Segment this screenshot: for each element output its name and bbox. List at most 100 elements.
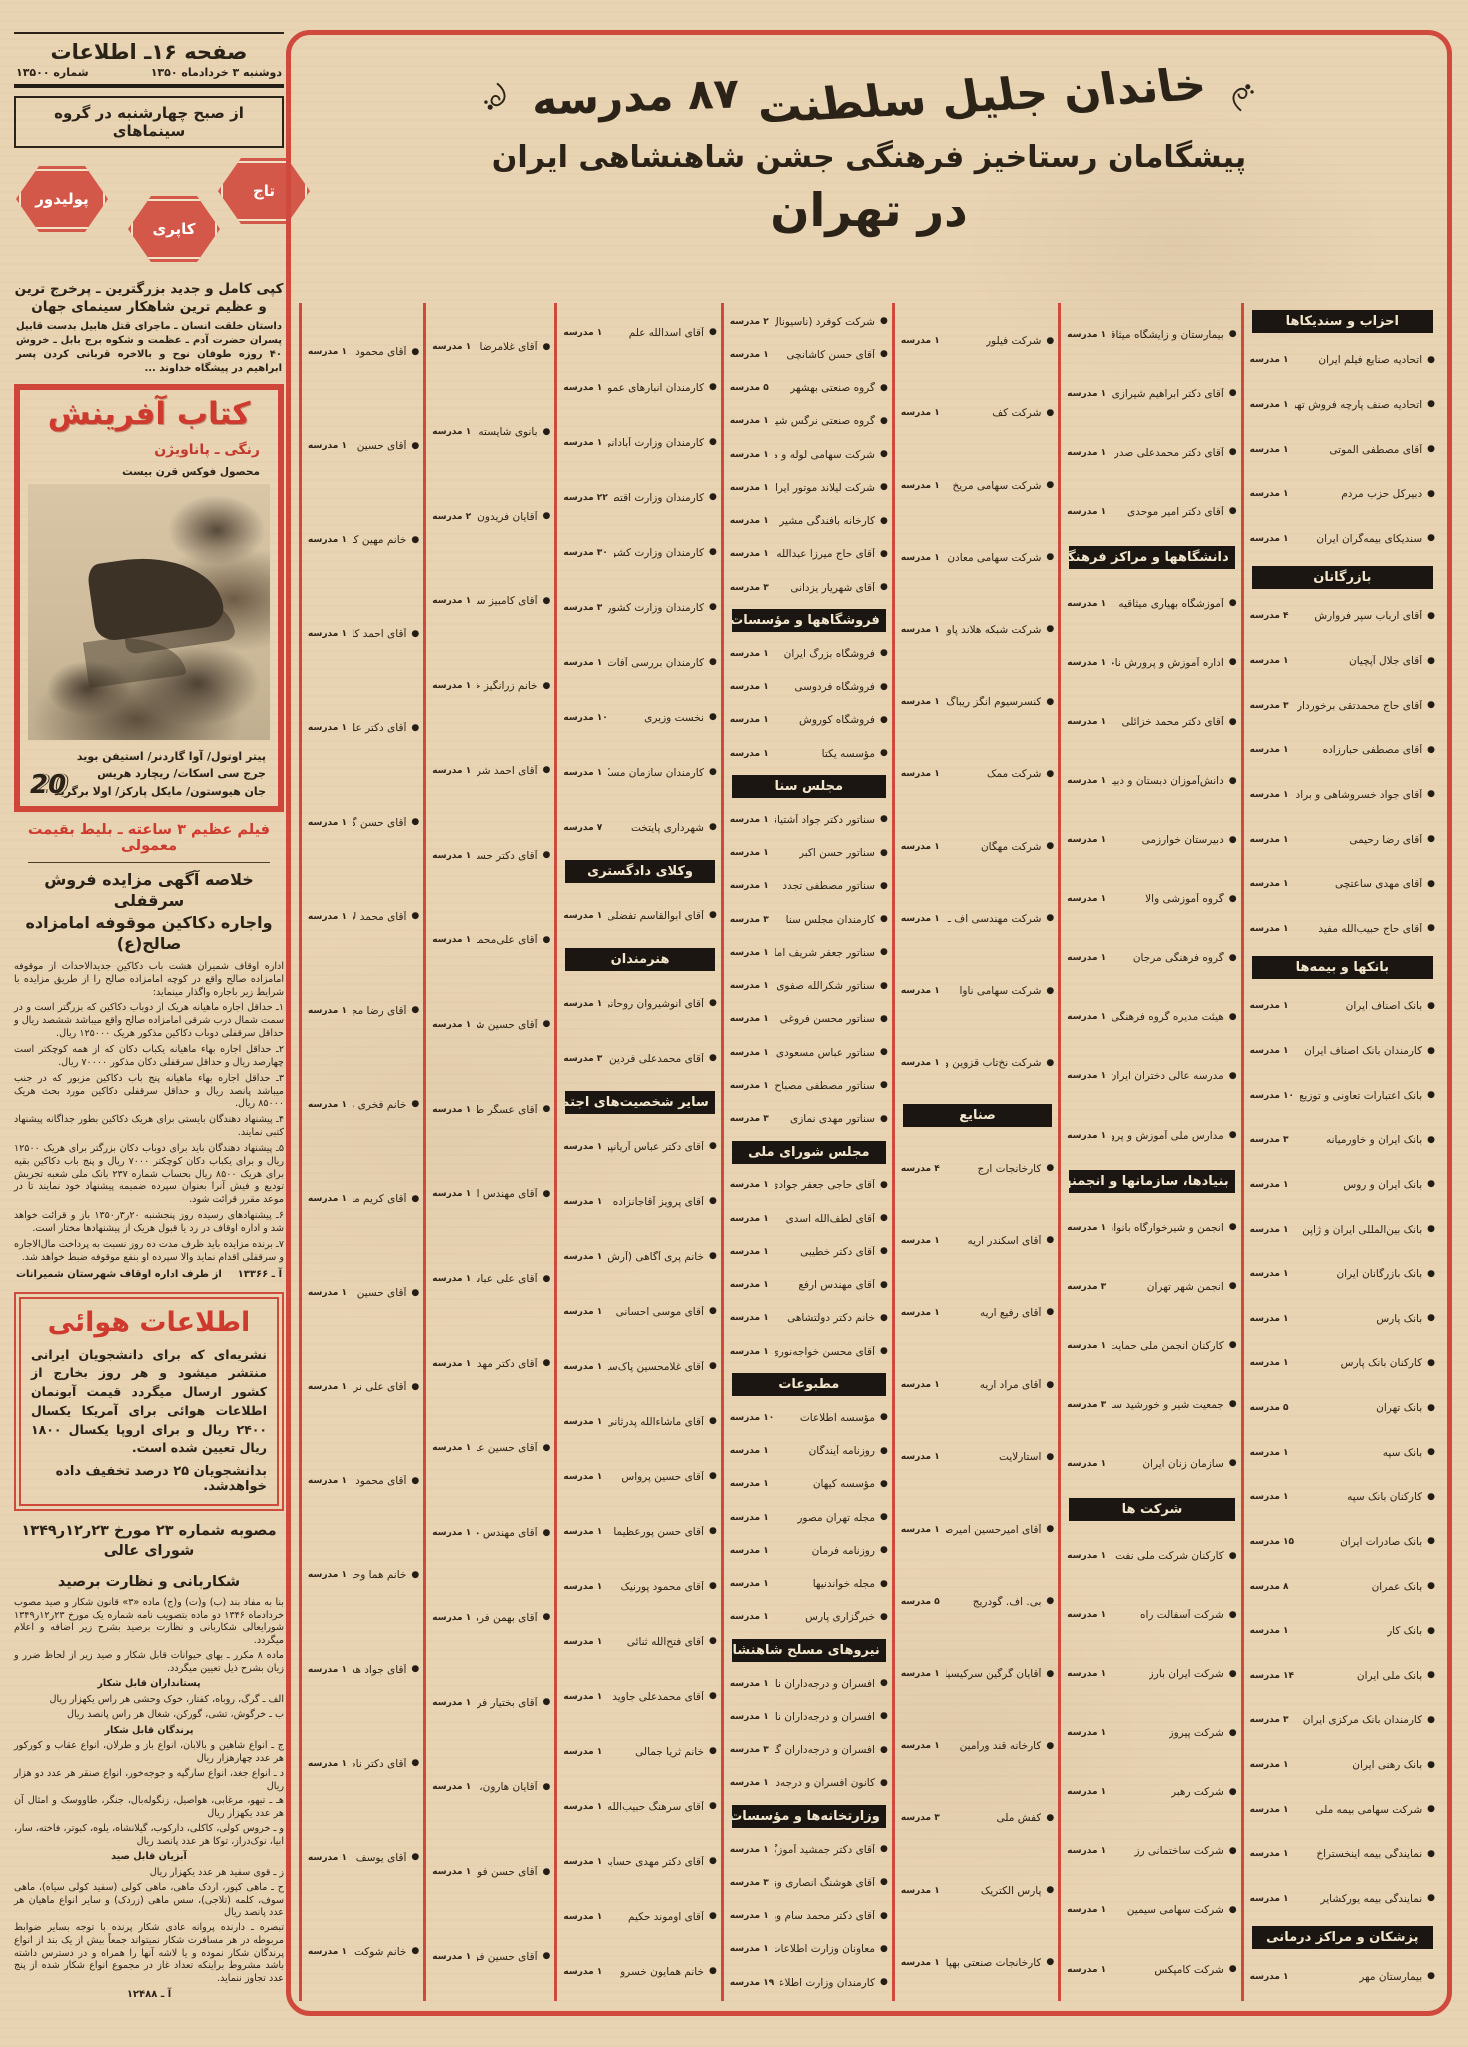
school-count: ۱ مدرسه: [308, 629, 347, 640]
bullet-icon: ●: [708, 1636, 717, 1646]
donor-row: ● نمایندگی بیمه اینخستراخ ۱ مدرسه: [1250, 1832, 1435, 1877]
school-count: ۱ مدرسه: [1067, 1012, 1107, 1023]
donor-name: شرکت سهامی ناوا: [959, 985, 1042, 998]
bullet-icon: ●: [1228, 1964, 1237, 1975]
donor-name: افسران و درجه‌داران ناحیه ژاندارمری آذرب…: [774, 1677, 875, 1690]
section-header: مطبوعات: [731, 1373, 886, 1397]
bullet-icon: ●: [1046, 1812, 1055, 1823]
bullet-icon: ●: [708, 1141, 717, 1151]
bullet-icon: ●: [879, 1013, 888, 1024]
school-count: ۱۹ مدرسه: [729, 1977, 775, 1988]
donor-row: ● نمایندگی بیمه یورکشایر ۱ مدرسه: [1250, 1877, 1435, 1922]
movie-cast-line-3: جان هیوستون/ مایکل پارکز/ اولا برگرید: [54, 784, 266, 798]
donor-name: سناتور جعفر شریف امامی: [774, 946, 875, 959]
bullet-icon: ●: [411, 440, 420, 451]
donor-name: کارمندان انبارهای عمومی ایران: [608, 381, 704, 394]
page-title: صفحه ۱۶ـ اطلاعات: [50, 40, 248, 64]
donor-name: شرکت شبکه هلاند پاور: [945, 623, 1042, 636]
donor-name: سندیکای بیمه‌گران ایران: [1316, 532, 1423, 545]
donor-name: آقای حسن پورعظیما: [613, 1525, 704, 1538]
bullet-icon: ●: [1046, 407, 1055, 418]
bullet-icon: ●: [542, 341, 551, 352]
bullet-icon: ●: [411, 817, 420, 828]
donor-row: ● اداره آموزش و پرورش ناحیه ۳ ۱ مدرسه: [1067, 633, 1236, 692]
school-count: ۱ مدرسه: [729, 1080, 769, 1091]
school-count: ۱ مدرسه: [1067, 1071, 1107, 1082]
school-count: ۱ مدرسه: [1067, 1130, 1107, 1141]
section-header: مجلس سنا: [731, 775, 886, 799]
bullet-icon: ●: [879, 1545, 888, 1556]
donor-name: سازمان زنان ایران: [1142, 1457, 1224, 1470]
donor-row: ● خانم هما وحید ۱ مدرسه: [308, 1528, 419, 1622]
cinema-ad-body: داستان خلقت انسان ـ ماجرای قتل هابیل بدس…: [16, 321, 282, 375]
donor-row: ● بانک عمران ۸ مدرسه: [1250, 1564, 1435, 1609]
bullet-icon: ●: [879, 814, 888, 825]
donor-row: ● آقای حاجی جعفر جوادی ۱ مدرسه: [730, 1169, 888, 1202]
school-count: ۱ مدرسه: [308, 1664, 347, 1675]
donor-row: ● مؤسسه یکتا ۱ مدرسه: [730, 737, 888, 770]
donor-row: ● شرکت سهامی معادن بافق ۱ مدرسه: [901, 522, 1054, 594]
school-count: ۱ مدرسه: [1067, 1458, 1107, 1469]
section-header: سایر شخصیت‌های اجتماعی: [565, 1091, 715, 1114]
school-count: ۱ مدرسه: [1067, 1222, 1107, 1233]
school-count: ۱ مدرسه: [308, 911, 347, 922]
school-count: ۱ مدرسه: [729, 549, 769, 560]
bullet-icon: ●: [1046, 335, 1055, 346]
hunting-paragraph-13: تبصره ـ دارنده پروانه عادی شکار پرنده با…: [14, 1922, 284, 1985]
bullet-icon: ●: [879, 515, 888, 526]
donor-name: فروشگاه کوروش: [799, 714, 875, 727]
section-header: بانکها و بیمه‌ها: [1251, 956, 1433, 980]
donor-name: آقای بهمن فرمانفرمائیان: [477, 1611, 538, 1624]
school-count: ۱ مدرسه: [1067, 329, 1107, 340]
bullet-icon: ●: [542, 1358, 551, 1369]
donor-row: ● آقای جلال آپچیان ۱ مدرسه: [1250, 639, 1435, 684]
donor-name: آقای احمد کاشفی: [353, 628, 407, 641]
school-count: ۱ مدرسه: [1249, 1046, 1289, 1057]
donor-row: ● آقای محمدعلی جاوید ۱ مدرسه: [563, 1669, 716, 1724]
donor-name: سناتور مصطفی تجدد: [782, 880, 875, 893]
hunting-paragraph-4: ب ـ خرگوش، تشی، گورکن، شغال هر راس پانصد…: [66, 1708, 284, 1720]
school-count: ۳ مدرسه: [1067, 1281, 1107, 1292]
section-header: پزشکان و مراکز درمانی: [1251, 1926, 1433, 1950]
donor-row: ● آقای محمد لاهوتی ۱ مدرسه: [308, 870, 419, 964]
donor-row: ● معاونان وزارت اطلاعات ۱ مدرسه: [730, 1933, 888, 1966]
school-count: ۱ مدرسه: [1249, 399, 1289, 410]
donor-name: آقای دکتر محمدعلی صدر: [1113, 446, 1224, 459]
school-count: ۱ مدرسه: [308, 1288, 347, 1299]
school-count: ۱ مدرسه: [900, 1957, 940, 1968]
school-count: ۱ مدرسه: [1249, 923, 1289, 934]
bullet-icon: ●: [1427, 1581, 1435, 1592]
movie-cast-line-1: پیتر اوتول/ آوا گاردنر/ استیفن بوید: [76, 750, 266, 764]
bullet-icon: ●: [1427, 1759, 1435, 1770]
donor-name: آقایان هارون، رشید و فاروق فرمانفرمائیان: [477, 1781, 538, 1794]
school-count: ۱ مدرسه: [1249, 1447, 1289, 1458]
donor-name: کارکنان بانک پارس: [1340, 1357, 1423, 1370]
donor-row: ● آقای حسن گلریز ۱ مدرسه: [308, 776, 419, 870]
school-count: ۵ مدرسه: [1249, 1403, 1289, 1414]
listing-location: در تهران: [770, 183, 968, 237]
school-count: ۱ مدرسه: [729, 1180, 769, 1191]
bullet-icon: ●: [879, 1312, 888, 1323]
school-count: ۱ مدرسه: [1067, 388, 1107, 399]
donor-row: ● نخست وزیری ۱۰ مدرسه: [563, 690, 716, 745]
school-count: ۲ مدرسه: [432, 511, 472, 522]
donor-row: ● آقای محمود نوربخش ۱ مدرسه: [308, 1434, 419, 1528]
bullet-icon: ●: [879, 880, 888, 891]
school-count: ۱ مدرسه: [308, 1194, 347, 1205]
donor-row: ● افسران و درجه‌داران گارد شاهنشاهی ۳ مدرس…: [730, 1734, 888, 1767]
bullet-icon: ●: [1427, 399, 1435, 410]
bullet-icon: ●: [1228, 952, 1237, 963]
donor-name: شرکت سهامی سیمین: [1126, 1904, 1224, 1917]
bullet-icon: ●: [1427, 878, 1435, 889]
school-count: ۱ مدرسه: [1249, 489, 1289, 500]
hunting-decree-title-1: مصوبه شماره ۲۳ مورخ ۲۳ر۱۲ر۱۳۴۹ شورای عال…: [21, 1523, 277, 1560]
school-count: ۱ مدرسه: [729, 881, 769, 892]
school-count: ۱ مدرسه: [900, 336, 940, 347]
bullet-icon: ●: [411, 1193, 420, 1204]
bullet-icon: ●: [879, 1910, 888, 1921]
donor-row: ● اتحادیه صنف پارچه فروش تهران ۱ مدرسه: [1250, 383, 1435, 428]
donor-name: آقای حاج حبیب‌الله مفید: [1318, 922, 1423, 935]
donor-row: ● بانک بین‌المللی ایران و ژاپن ۱ مدرسه: [1250, 1207, 1435, 1252]
donor-name: بانک بین‌المللی ایران و ژاپن: [1302, 1223, 1423, 1236]
donor-row: ● آقای دکتر محمد خزائلی ۱ مدرسه: [1067, 692, 1236, 751]
